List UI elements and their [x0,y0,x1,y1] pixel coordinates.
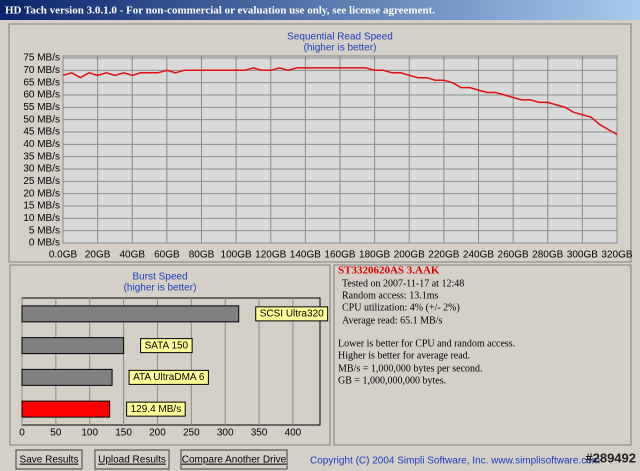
x-tick-label: 20GB [85,250,111,261]
copyright: Copyright (C) 2004 Simpli Software, Inc.… [310,456,600,467]
y-tick-label: 25 MB/s [23,176,60,187]
note: GB = 1,000,000,000 bytes. [338,375,446,386]
x-tick-label: 280GB [532,250,563,261]
y-tick-label: 55 MB/s [23,102,60,113]
button[interactable]: Upload Results [94,449,170,470]
y-tick-label: 15 MB/s [23,201,60,212]
bar [21,337,125,355]
x-tick-label: 120GB [255,250,286,261]
note: Higher is better for average read. [338,350,470,361]
note: MB/s = 1,000,000 bytes per second. [338,363,483,374]
x-tick-label: 250 [183,428,200,439]
x-tick-label: 200GB [394,250,425,261]
title-bar [0,0,640,20]
detail: Random access: 13.1ms [342,290,438,301]
x-tick-label: 40GB [119,250,145,261]
y-tick-label: 75 MB/s [23,53,60,64]
x-tick-label: 300GB [567,250,598,261]
x-tick-label: 80GB [189,250,215,261]
chart-subtitle: (higher is better) [304,43,377,54]
bar-label-box [255,306,329,322]
bar-label-box [128,369,209,385]
y-tick-label: 5 MB/s [29,225,60,236]
x-tick-label: 50 [50,428,62,439]
bar-label: ATA UltraDMA 6 [133,372,205,383]
chart-title: Burst Speed [132,272,187,283]
x-tick-label: 200 [149,428,166,439]
chart-subtitle: (higher is better) [124,283,197,294]
bar [21,368,113,386]
x-tick-label: 160GB [324,250,355,261]
x-tick-label: 100 [81,428,98,439]
bar [21,305,240,323]
x-tick-label: 260GB [498,250,529,261]
bar-label-box [140,338,193,354]
x-tick-label: 100GB [221,250,252,261]
x-tick-label: 0 [19,428,25,439]
bar [21,400,111,418]
bar-label-box [126,401,186,417]
chart-title: Sequential Read Speed [287,32,393,43]
y-tick-label: 45 MB/s [23,127,60,138]
button-label[interactable]: Compare Another Drive [182,455,287,466]
button-label[interactable]: Upload Results [98,455,166,466]
button-label[interactable]: Save Results [20,455,79,466]
info-panel [333,264,632,446]
window-title: HD Tach version 3.0.1.0 - For non-commer… [5,5,435,17]
bar-label: 129.4 MB/s [131,404,182,415]
data-line [62,67,618,136]
x-tick-label: 300 [217,428,234,439]
y-tick-label: 50 MB/s [23,114,60,125]
detail: Average read: 65.1 MB/s [342,315,442,326]
y-tick-label: 10 MB/s [23,213,60,224]
x-tick-label: 400 [285,428,302,439]
bar-label: SCSI Ultra320 [260,309,324,320]
y-tick-label: 35 MB/s [23,151,60,162]
x-tick-label: 240GB [463,250,494,261]
y-tick-label: 40 MB/s [23,139,60,150]
x-tick-label: 220GB [428,250,459,261]
y-tick-label: 65 MB/s [23,77,60,88]
bar-label: SATA 150 [145,340,189,351]
x-tick-label: 180GB [359,250,390,261]
x-tick-label: 320GB [601,250,632,261]
x-tick-label: 150 [115,428,132,439]
detail: CPU utilization: 4% (+/- 2%) [342,302,460,313]
detail: Tested on 2007-11-17 at 12:48 [342,278,464,289]
drive-name: ST3320620AS 3.AAK [338,265,440,277]
y-tick-label: 0 MB/s [29,238,60,249]
y-tick-label: 30 MB/s [23,164,60,175]
x-tick-label: 140GB [290,250,321,261]
y-tick-label: 60 MB/s [23,90,60,101]
x-tick-label: 350 [251,428,268,439]
y-tick-label: 20 MB/s [23,188,60,199]
x-tick-label: 0.0GB [49,250,78,261]
y-tick-label: 70 MB/s [23,65,60,76]
button[interactable]: Compare Another Drive [180,449,288,470]
note: Lower is better for CPU and random acces… [338,338,515,349]
watermark: #289492 [585,450,636,465]
x-tick-label: 60GB [154,250,180,261]
button[interactable]: Save Results [15,449,83,470]
